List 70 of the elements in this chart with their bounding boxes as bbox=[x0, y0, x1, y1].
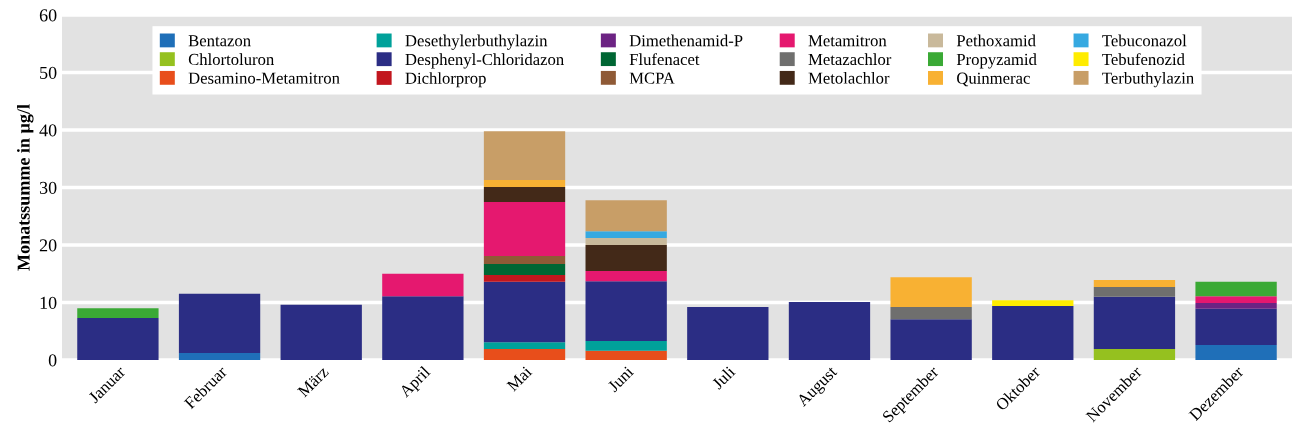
legend-label: Propyzamid bbox=[956, 53, 1037, 69]
y-tick-label: 0 bbox=[48, 354, 57, 367]
bar bbox=[1093, 286, 1176, 297]
legend-label: MCPA bbox=[629, 72, 675, 84]
bar bbox=[1195, 281, 1277, 297]
bar bbox=[1195, 296, 1277, 304]
y-tick-label: 10 bbox=[40, 296, 57, 309]
y-tick-label: 60 bbox=[39, 9, 57, 22]
bar bbox=[1093, 349, 1176, 360]
legend-label: Terbuthylazin bbox=[1102, 72, 1194, 88]
legend-label: Bentazon bbox=[188, 35, 251, 47]
bar bbox=[1093, 280, 1176, 287]
bar bbox=[890, 319, 972, 360]
bar bbox=[483, 281, 566, 343]
bar bbox=[483, 255, 566, 264]
bar bbox=[483, 180, 566, 187]
bar bbox=[890, 277, 972, 308]
x-tick-label: Mai bbox=[506, 365, 533, 392]
bar bbox=[483, 131, 566, 181]
y-tick-label: 40 bbox=[39, 124, 57, 137]
bar bbox=[585, 231, 667, 239]
legend-label: Dimethenamid-P bbox=[629, 34, 743, 47]
bar bbox=[483, 263, 566, 275]
bar bbox=[483, 201, 566, 256]
bar bbox=[382, 273, 464, 297]
bar bbox=[585, 238, 667, 245]
bar bbox=[788, 301, 871, 360]
legend-label: Dichlorprop bbox=[405, 72, 486, 88]
bar bbox=[77, 308, 159, 319]
legend-label: Quinmerac bbox=[957, 72, 1030, 87]
bar bbox=[1195, 308, 1277, 346]
legend-label: Tebufenozid bbox=[1102, 53, 1185, 66]
bar bbox=[382, 296, 464, 360]
bar bbox=[687, 307, 769, 360]
x-tick-label: Juni bbox=[607, 365, 635, 393]
legend-label: Desamino-Metamitron bbox=[188, 72, 340, 84]
bar bbox=[280, 304, 362, 360]
legend-label: Chlortoluron bbox=[188, 53, 274, 66]
legend-label: Flufenacet bbox=[629, 53, 700, 66]
y-tick-label: 30 bbox=[39, 181, 57, 194]
bar bbox=[483, 342, 566, 350]
bar bbox=[483, 186, 566, 202]
legend-label: Metolachlor bbox=[808, 72, 890, 84]
legend-label: Metazachlor bbox=[808, 53, 892, 66]
x-tick-label: Juli bbox=[711, 365, 736, 390]
bar bbox=[890, 307, 972, 320]
bar bbox=[585, 350, 667, 360]
bar bbox=[1195, 303, 1277, 309]
bar bbox=[1093, 296, 1176, 350]
bar bbox=[585, 200, 667, 232]
bar bbox=[585, 245, 667, 271]
legend-label: Tebuconazol bbox=[1102, 34, 1187, 47]
bar bbox=[178, 293, 261, 354]
bar bbox=[992, 305, 1074, 360]
legend-label: Pethoxamid bbox=[956, 34, 1036, 47]
bar bbox=[585, 270, 667, 282]
bar bbox=[77, 318, 159, 360]
y-axis-title: Monatssumme in µg/l bbox=[17, 104, 34, 271]
bar bbox=[178, 353, 261, 360]
bar bbox=[1195, 345, 1277, 360]
legend-label: Desphenyl-Chloridazon bbox=[405, 53, 564, 69]
legend-label: Metamitron bbox=[808, 35, 887, 47]
y-tick-label: 20 bbox=[39, 239, 57, 252]
bar bbox=[483, 274, 566, 282]
bar bbox=[483, 349, 566, 360]
y-tick-label: 50 bbox=[40, 66, 57, 79]
bar bbox=[992, 300, 1074, 306]
bar bbox=[585, 341, 667, 351]
bar bbox=[585, 281, 667, 342]
legend-label: Desethylerbuthylazin bbox=[405, 34, 548, 50]
